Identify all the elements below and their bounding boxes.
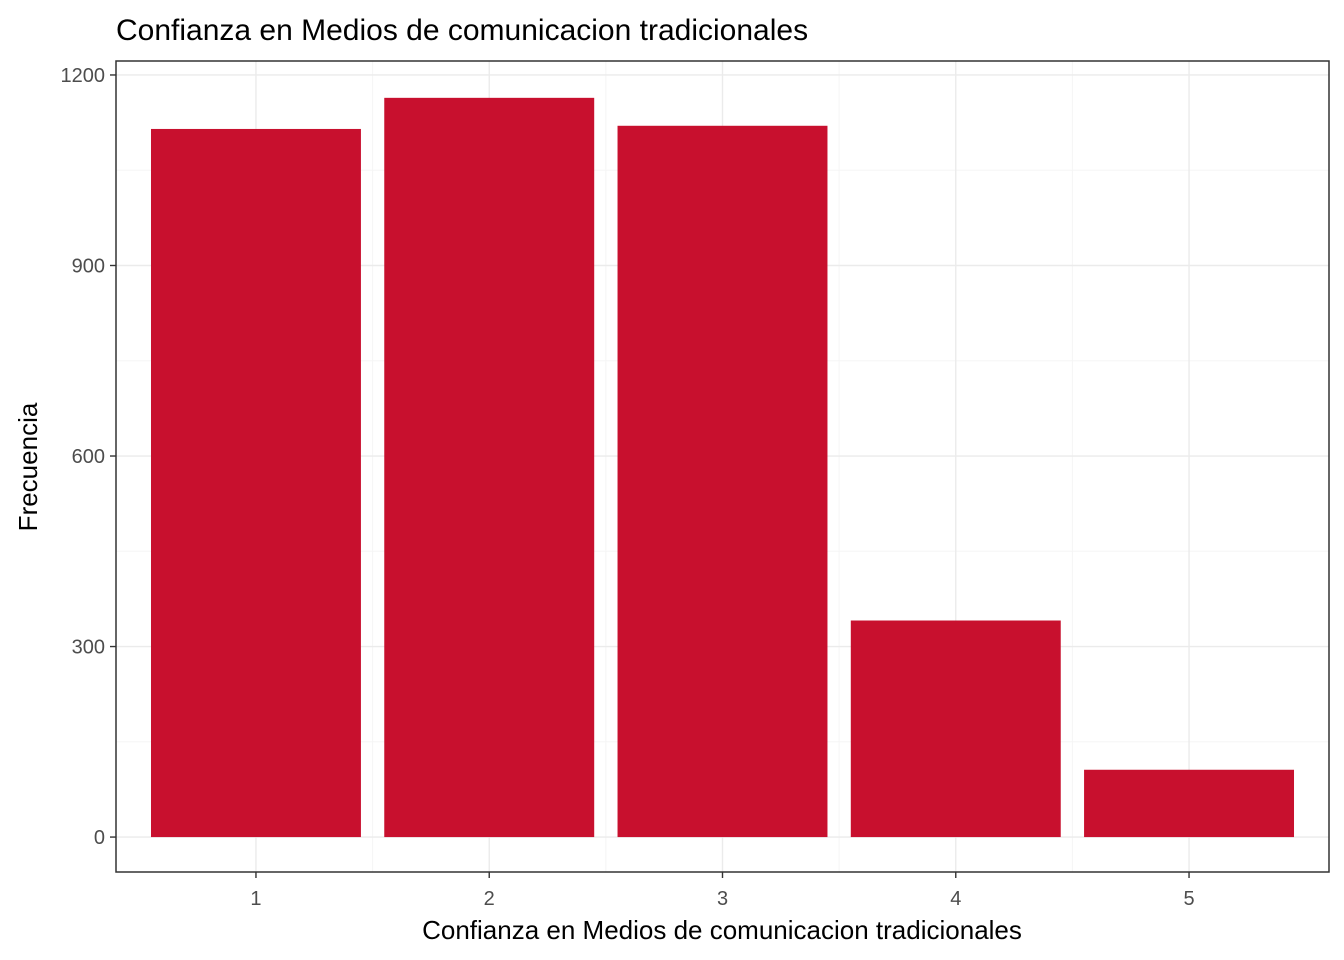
y-tick-label: 1200 <box>61 65 106 87</box>
x-axis-title: Confianza en Medios de comunicacion trad… <box>422 915 1022 945</box>
x-tick-label: 2 <box>484 888 495 910</box>
x-tick-label: 4 <box>950 888 961 910</box>
y-axis-title: Frecuencia <box>13 402 43 531</box>
y-axis-ticks: 0 300 600 900 1200 <box>61 65 116 849</box>
y-tick-label: 900 <box>72 255 105 277</box>
y-tick-label: 600 <box>72 446 105 468</box>
x-axis-ticks: 1 2 3 4 5 <box>250 872 1195 910</box>
chart-title: Confianza en Medios de comunicacion trad… <box>116 14 808 47</box>
y-tick-label: 300 <box>72 637 105 659</box>
bar-5 <box>1084 769 1295 838</box>
bar-1 <box>150 128 361 838</box>
bar-3 <box>617 125 828 838</box>
y-tick-label: 0 <box>94 827 105 849</box>
bar-2 <box>384 97 595 838</box>
x-tick-label: 1 <box>250 888 261 910</box>
bar-4 <box>850 620 1061 838</box>
x-tick-label: 3 <box>717 888 728 910</box>
x-tick-label: 5 <box>1183 888 1194 910</box>
bars <box>150 97 1295 838</box>
